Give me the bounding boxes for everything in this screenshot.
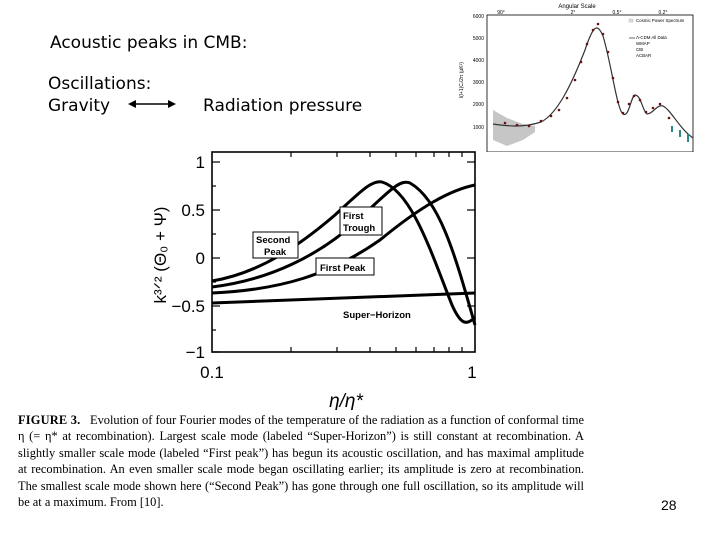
y-tick-label: 0 — [196, 249, 205, 268]
x-axis-ticks — [290, 152, 463, 352]
x-tick-label: 0.1 — [200, 363, 224, 382]
label-first-peak: First Peak — [315, 257, 375, 276]
caption-body: Evolution of four Fourier modes of the t… — [18, 413, 584, 510]
inset-legend: Cosmic Power Spectrum Λ-CDM All Data WMA… — [628, 18, 685, 58]
inset-legend-item: WMAP — [636, 41, 650, 46]
double-arrow-icon — [128, 100, 176, 108]
y-tick-label: −1 — [186, 343, 205, 362]
inset-legend-item: CBI — [636, 47, 643, 52]
cmb-power-spectrum-inset: Angular Scale 90° 2° 0.5° 0.2° 6000 5000… — [445, 0, 700, 152]
label-super-horizon: Super−Horizon — [343, 310, 411, 321]
y-axis-ticks — [212, 161, 475, 353]
inset-y-tick: 5000 — [473, 36, 484, 42]
label-text: First — [343, 211, 364, 222]
oscillations-label: Oscillations: — [48, 74, 152, 94]
inset-legend-item: Cosmic Power Spectrum — [636, 18, 685, 23]
inset-title: Angular Scale — [558, 4, 596, 10]
label-text: Second — [256, 235, 291, 246]
inset-top-tick: 90° — [497, 10, 505, 16]
inset-top-tick: 0.2° — [659, 10, 668, 16]
inset-y-tick: 1000 — [473, 125, 484, 131]
label-first-trough: First Trough — [339, 206, 383, 236]
inset-y-tick: 3000 — [473, 80, 484, 86]
inset-y-tick: 4000 — [473, 58, 484, 64]
y-axis-label: k³ᐟ² (Θ₀ + Ψ) — [151, 207, 170, 304]
label-second-peak: Second Peak — [252, 231, 299, 259]
y-tick-label: −0.5 — [171, 297, 205, 316]
x-axis-label: η/η* — [329, 391, 363, 410]
fourier-modes-plot: 1 0.5 0 −0.5 −1 0.1 1 k³ᐟ² (Θ₀ + Ψ) η/η*… — [151, 151, 477, 410]
mode-curves — [211, 180, 477, 326]
inset-frame — [486, 14, 694, 152]
figure-caption: FIGURE 3. Evolution of four Fourier mode… — [18, 412, 584, 510]
label-text: Trough — [343, 223, 375, 234]
inset-y-tick: 6000 — [473, 14, 484, 20]
inset-legend-item: Λ-CDM All Data — [636, 35, 667, 40]
gravity-label: Gravity — [48, 96, 111, 116]
label-text: First Peak — [320, 263, 366, 274]
inset-cbi-points — [671, 126, 689, 142]
inset-cosmic-variance-band — [493, 110, 535, 146]
slide-title: Acoustic peaks in CMB: — [50, 33, 248, 53]
caption-heading: FIGURE 3. — [18, 413, 81, 427]
y-tick-label: 0.5 — [181, 201, 205, 220]
radiation-pressure-label: Radiation pressure — [203, 96, 363, 116]
inset-top-tick: 2° — [571, 10, 576, 16]
plot-frame — [211, 151, 476, 353]
super-horizon-curve — [211, 291, 476, 305]
inset-data-points — [503, 22, 671, 128]
inset-power-curve — [492, 27, 694, 139]
first-trough-curve — [211, 180, 477, 326]
x-tick-label: 1 — [467, 363, 476, 382]
page-number: 28 — [661, 497, 677, 513]
inset-ylabel: l(l+1)Cₗ/2π (μK²) — [459, 62, 465, 98]
inset-top-tick: 0.5° — [613, 10, 622, 16]
label-text: Peak — [264, 247, 287, 258]
inset-legend-item: ACBAR — [636, 53, 651, 58]
inset-y-tick: 2000 — [473, 102, 484, 108]
first-peak-curve — [211, 183, 476, 295]
y-tick-label: 1 — [196, 153, 205, 172]
